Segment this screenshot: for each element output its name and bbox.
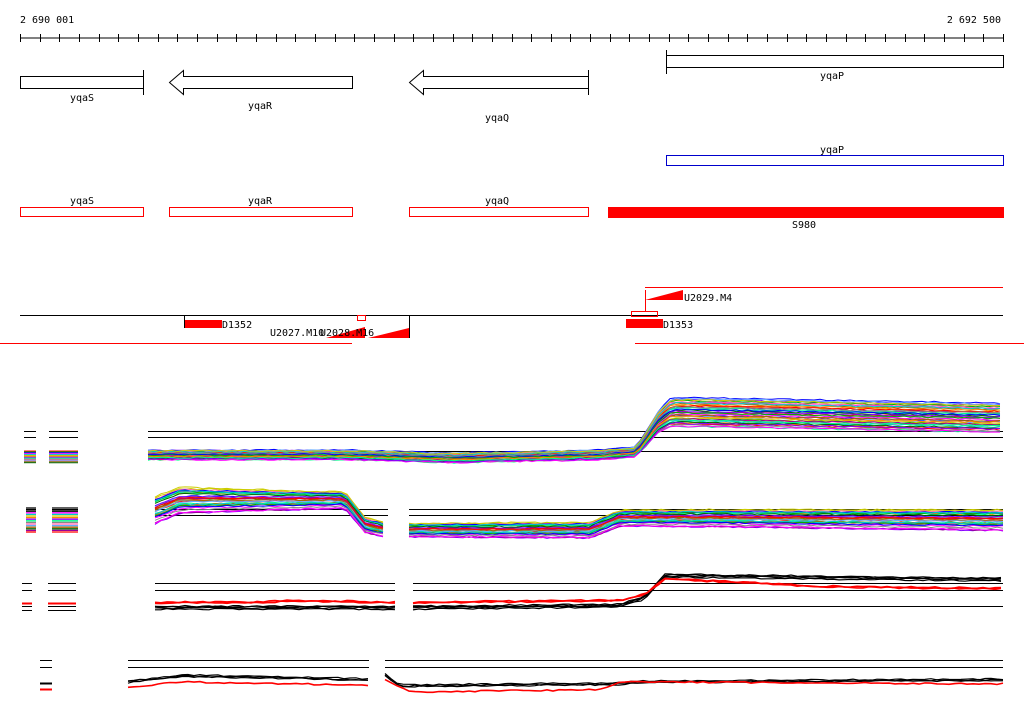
feature-label-U2027: U2027.M10 [270, 328, 324, 339]
red-gene-yqaQ[interactable]: yqaQ [409, 196, 589, 217]
expression-profile-line [408, 521, 1004, 536]
expression-profile-line [408, 521, 1004, 537]
expression-profile-line [408, 512, 1004, 528]
expression-profile-line [154, 490, 384, 525]
feature-label-U2029: U2029.M4 [684, 293, 732, 304]
expression-profile-line [147, 398, 1001, 455]
red-gene-label-yqaS: yqaS [70, 196, 94, 207]
expression-profile-line [127, 673, 369, 682]
feature-D1353[interactable]: D1353 [626, 311, 693, 332]
blue-gene-label: yqaP [820, 145, 844, 156]
expression-profile-line [408, 517, 1004, 533]
expression-profile-line [147, 419, 1001, 462]
expression-profile-line [127, 680, 369, 689]
expression-profile-line [384, 678, 1004, 694]
expression-panel-4 [40, 660, 1004, 694]
ruler-start-coord: 2 690 001 [20, 15, 74, 26]
coordinate-ruler: 2 690 001 2 692 500 [20, 15, 1004, 42]
expression-profile-line [127, 674, 368, 682]
expression-profile-line [154, 502, 384, 533]
expression-profile-line [408, 519, 1004, 534]
expression-profile-line [154, 496, 384, 528]
red-gene-track: yqaS yqaR yqaQ S980 [20, 196, 1004, 231]
gene-label-yqaS: yqaS [70, 93, 94, 104]
feature-label-U2028: U2028.M16 [320, 328, 374, 339]
expression-profile-line [154, 505, 384, 534]
expression-profile-line [408, 510, 1004, 526]
gene-track: yqaS yqaR yqaQ yqaP [20, 50, 1004, 124]
expression-profile-line [147, 422, 1001, 463]
gene-label-yqaR: yqaR [248, 101, 273, 112]
gene-yqaS[interactable]: yqaS [20, 70, 144, 104]
expression-profile-line [147, 411, 1001, 459]
expression-profile-line [408, 516, 1004, 532]
expression-profile-line [412, 573, 1002, 608]
feature-U2027[interactable]: U2027.M10 [270, 315, 366, 340]
expression-profile-line [408, 515, 1004, 531]
gene-label-yqaP: yqaP [820, 71, 844, 82]
expression-profile-line [412, 576, 1002, 611]
feature-label-D1353: D1353 [663, 320, 693, 331]
ruler-ticks [20, 34, 1004, 42]
expression-profile-line [154, 506, 384, 537]
expression-panel-1 [24, 396, 1003, 464]
expression-profile-line [147, 401, 1001, 457]
expression-profile-line [154, 486, 384, 524]
expression-profile-line [408, 508, 1004, 525]
ruler-end-coord: 2 692 500 [947, 15, 1001, 26]
expression-profile-line [154, 492, 384, 527]
expression-profile-line [154, 605, 396, 609]
red-gene-yqaR[interactable]: yqaR [169, 196, 353, 217]
expression-profile-line [147, 405, 1001, 458]
expression-profile-line [154, 503, 384, 533]
expression-profile-line [154, 501, 384, 532]
feature-U2028[interactable]: U2028.M16 [320, 316, 410, 339]
expression-profile-line [384, 673, 1004, 686]
expression-profile-line [408, 510, 1004, 527]
expression-profile-line [408, 524, 1004, 539]
feature-U2029[interactable]: U2029.M4 [645, 290, 732, 311]
blue-gene-yqaP[interactable]: yqaP [666, 145, 1004, 166]
gene-yqaR[interactable]: yqaR [168, 69, 353, 113]
red-gene-label-yqaQ: yqaQ [485, 196, 509, 207]
expression-panel-3 [22, 573, 1003, 611]
expression-profile-line [412, 578, 1002, 605]
feature-track: U2029.M4 D1352 U2027.M10 U2028.M16 D1353 [0, 287, 1024, 344]
gene-label-yqaQ: yqaQ [485, 113, 509, 124]
expression-profile-line [147, 408, 1001, 458]
red-gene-yqaS[interactable]: yqaS [20, 196, 144, 217]
expression-profile-line [408, 522, 1004, 538]
expression-profile-line [147, 415, 1001, 461]
feature-D1352[interactable]: D1352 [184, 316, 252, 331]
red-feature-label-S980: S980 [792, 220, 816, 231]
expression-profile-line [154, 599, 396, 604]
red-feature-S980[interactable]: S980 [608, 207, 1004, 231]
expression-profile-line [148, 425, 1001, 464]
expression-panel-2 [26, 486, 1004, 540]
expression-profile-line [412, 577, 1002, 604]
gene-yqaQ[interactable]: yqaQ [408, 69, 589, 124]
expression-profile-line [147, 404, 1001, 457]
expression-profile-line [154, 498, 384, 530]
feature-label-D1352: D1352 [222, 320, 252, 331]
gene-yqaP[interactable]: yqaP [666, 50, 1004, 82]
red-gene-label-yqaR: yqaR [248, 196, 273, 207]
expression-profile-line [155, 607, 396, 611]
blue-gene-track: yqaP [666, 145, 1004, 166]
